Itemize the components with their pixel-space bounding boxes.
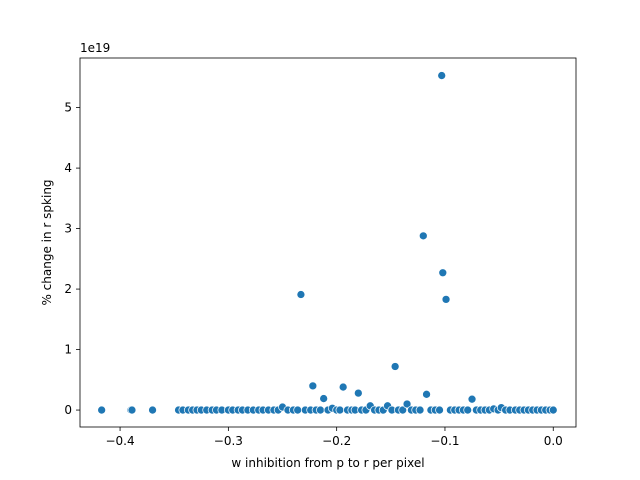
y-tick-label: 0 bbox=[64, 403, 72, 417]
data-point bbox=[438, 268, 448, 278]
data-point bbox=[441, 295, 451, 304]
x-tick-label: −0.2 bbox=[322, 434, 351, 448]
data-point bbox=[319, 394, 329, 403]
data-point bbox=[148, 405, 157, 415]
data-point bbox=[127, 405, 137, 415]
x-tick-label: −0.4 bbox=[105, 434, 134, 448]
data-point bbox=[398, 405, 408, 415]
data-point bbox=[548, 405, 558, 415]
y-axis-label: % change in r spking bbox=[40, 179, 54, 305]
data-point bbox=[422, 389, 431, 399]
x-axis-ticks: −0.4 −0.3 −0.2 −0.1 0.0 bbox=[105, 427, 563, 448]
data-point bbox=[437, 71, 447, 80]
data-point bbox=[316, 405, 325, 415]
y-tick-label: 4 bbox=[64, 161, 72, 175]
data-point bbox=[308, 381, 318, 391]
data-point bbox=[293, 405, 303, 415]
data-point bbox=[353, 388, 363, 398]
plot-area bbox=[80, 58, 576, 427]
y-tick-label: 5 bbox=[64, 101, 72, 115]
data-point bbox=[435, 405, 444, 415]
data-point bbox=[415, 405, 425, 415]
data-point bbox=[97, 405, 107, 415]
data-point bbox=[335, 405, 345, 415]
y-tick-label: 3 bbox=[64, 222, 72, 236]
y-offset-label: 1e19 bbox=[80, 41, 110, 55]
data-point bbox=[296, 290, 306, 299]
data-point bbox=[418, 231, 428, 241]
x-tick-label: −0.3 bbox=[214, 434, 243, 448]
axes-frame bbox=[79, 57, 577, 428]
data-point bbox=[467, 394, 477, 404]
data-point bbox=[402, 399, 412, 409]
y-tick-label: 1 bbox=[64, 343, 72, 357]
data-point bbox=[338, 382, 348, 392]
x-axis-label: w inhibition from p to r per pixel bbox=[231, 456, 424, 470]
data-point bbox=[390, 362, 400, 371]
y-axis-ticks: 0 1 2 3 4 5 bbox=[64, 101, 80, 417]
y-tick-label: 2 bbox=[64, 282, 72, 296]
data-point bbox=[463, 405, 473, 415]
x-tick-label: −0.1 bbox=[430, 434, 459, 448]
x-tick-label: 0.0 bbox=[544, 434, 563, 448]
data-points bbox=[97, 71, 558, 415]
